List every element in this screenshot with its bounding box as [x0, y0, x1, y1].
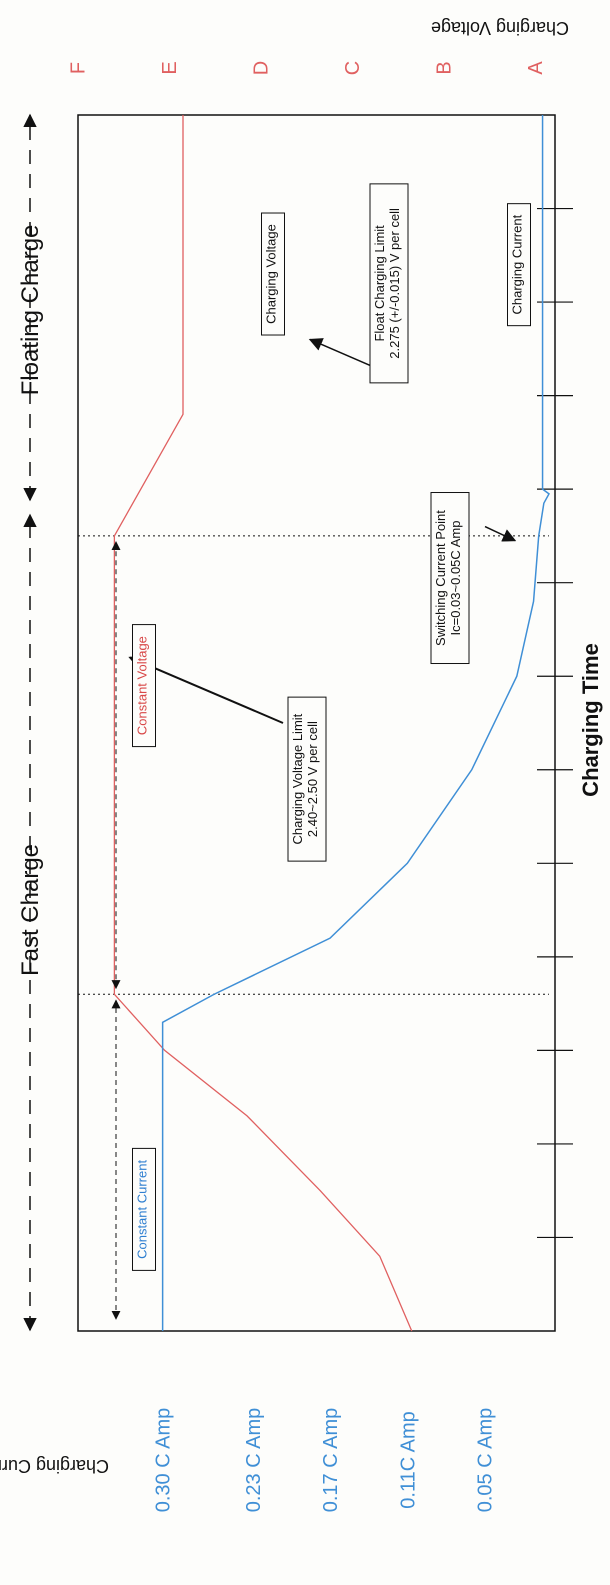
switching-point-note-text: Ic=0.03~0.05C Amp: [448, 521, 463, 636]
current-tick-label: 0.17 C Amp: [320, 1408, 342, 1513]
switching-point-arrow: [484, 525, 517, 542]
voltage-tick-label: E: [159, 61, 181, 74]
current-axis-label: Charging Current: [0, 1456, 109, 1476]
float-limit-note: Float Charging Limit 2.275 (+/-0.015) V p…: [369, 183, 409, 384]
current-tick-label: 0.30 C Amp: [153, 1408, 175, 1513]
voltage-tick-label: B: [434, 61, 456, 74]
charging-current-label: Charging Current: [507, 203, 531, 327]
plot-area: Constant Current Constant Voltage Charging…: [78, 115, 573, 1332]
float-limit-arrow: [308, 338, 376, 369]
voltage-tick-label: D: [251, 61, 273, 75]
voltage-axis-label: Charging Voltage: [431, 18, 569, 38]
constant-current-label-text: Constant Current: [135, 1160, 150, 1259]
charging-voltage-line: [113, 115, 413, 1332]
phase-guides: [78, 535, 549, 995]
voltage-limit-note-text: Charging Voltage Limit: [290, 713, 305, 844]
float-limit-note-text: 2.275 (+/-0.015) V per cell: [387, 208, 402, 359]
constant-current-label: Constant Current: [132, 1147, 156, 1271]
voltage-limit-note-text: 2.40~2.50 V per cell: [305, 721, 320, 837]
current-tick-label: 0.05 C Amp: [475, 1408, 497, 1513]
charging-voltage-label-text: Charging Voltage: [264, 224, 279, 324]
switching-point-note-text: Switching Current Point: [433, 510, 448, 646]
switching-point-note: Switching Current Point Ic=0.03~0.05C Amp: [430, 492, 470, 665]
constant-voltage-label: Constant Voltage: [132, 624, 156, 748]
constant-voltage-label-text: Constant Voltage: [135, 636, 150, 735]
annotation-boxes: Constant Current Constant Voltage Charging…: [132, 183, 531, 1271]
current-tick-label: 0.11C Amp: [397, 1411, 419, 1508]
voltage-tick-label: F: [68, 62, 90, 74]
charging-current-line: [161, 115, 550, 1331]
current-tick-label: 0.23 C Amp: [243, 1408, 265, 1513]
plot-frame: [77, 114, 556, 1332]
voltage-tick-label: C: [342, 61, 364, 75]
time-axis-label: Charging Time: [578, 643, 603, 797]
voltage-tick-labels: GFEDCBA: [68, 61, 548, 76]
voltage-limit-note: Charging Voltage Limit 2.40~2.50 V per ce…: [287, 696, 327, 862]
float-limit-note-text: Float Charging Limit: [372, 225, 387, 342]
voltage-tick-label: A: [525, 61, 547, 75]
charging-voltage-label: Charging Voltage: [261, 212, 285, 336]
current-tick-labels: 0.30 C Amp 0.23 C Amp 0.17 C Amp 0.11C Amp 0…: [153, 1408, 497, 1513]
charging-current-label-text: Charging Current: [510, 214, 525, 314]
